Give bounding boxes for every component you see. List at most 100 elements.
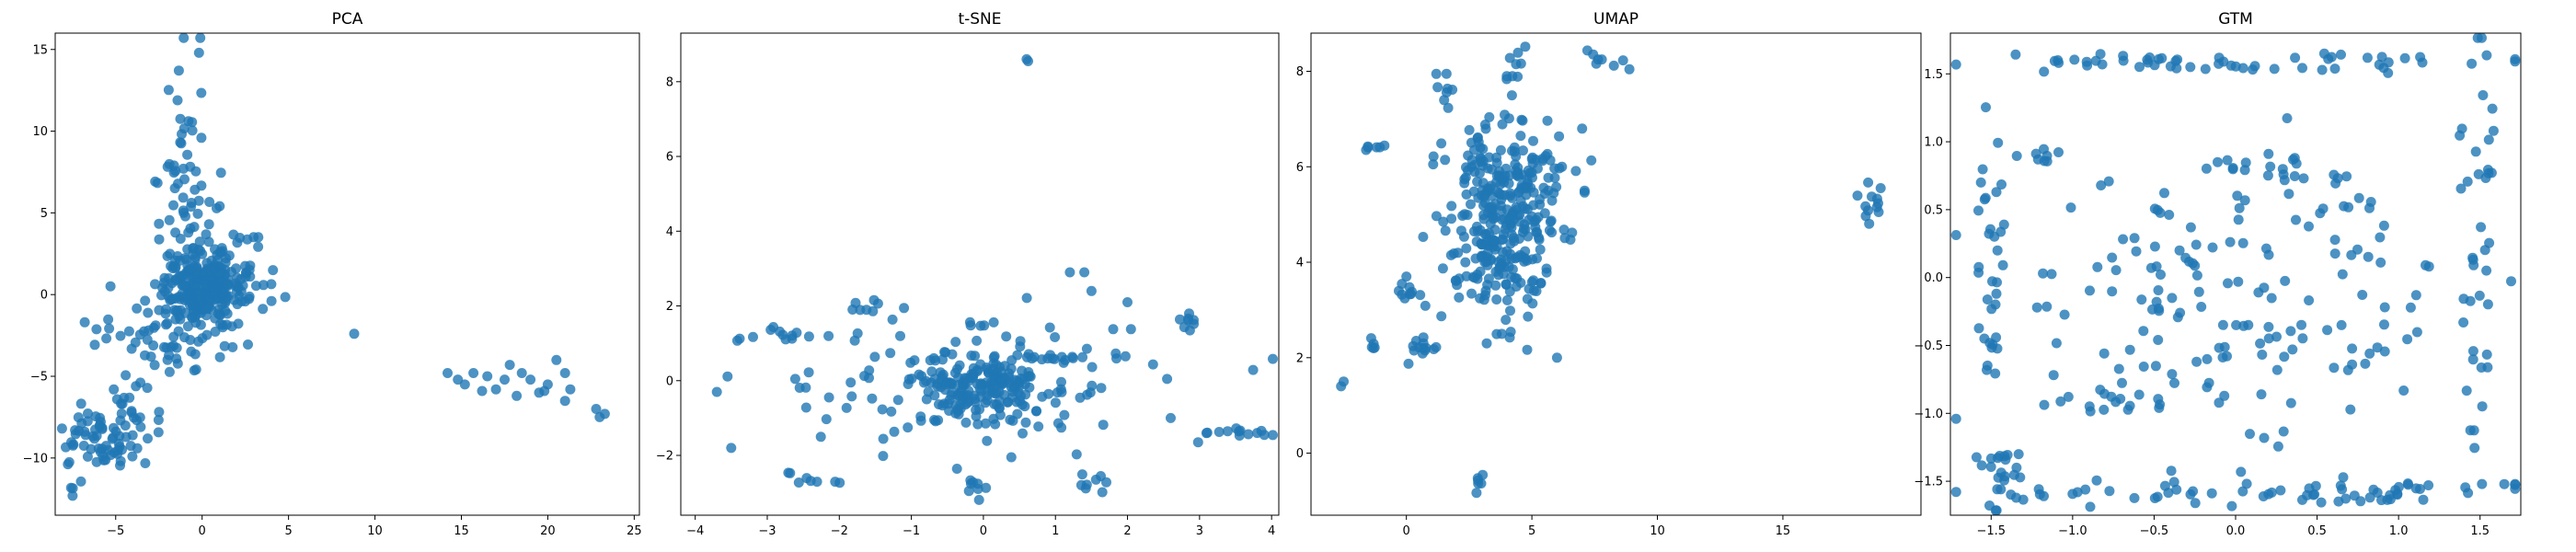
pca-point (109, 384, 120, 395)
tsne-point (1087, 380, 1098, 391)
pca-point (140, 458, 151, 468)
pca-point (82, 451, 93, 462)
gtm-point (2484, 237, 2495, 248)
umap-point (1472, 132, 1483, 144)
pca-point (244, 264, 255, 275)
tsne-point (1213, 427, 1225, 437)
umap-point (1547, 195, 1558, 206)
tsne-point (852, 328, 863, 339)
umap-point (1494, 263, 1504, 274)
tsne-y-tick-label: 4 (666, 225, 673, 239)
gtm-point (2226, 500, 2237, 512)
tsne-point (868, 305, 879, 316)
gtm-point (2296, 319, 2306, 330)
gtm-point (2279, 175, 2290, 186)
gtm-point (2285, 397, 2296, 408)
pca-x-tick-label: 25 (627, 524, 642, 538)
gtm-point (2470, 146, 2481, 157)
gtm-point (2138, 362, 2149, 372)
gtm-point (1990, 299, 2001, 310)
gtm-point (2063, 391, 2074, 402)
tsne-point (1243, 429, 1254, 440)
gtm-point (2480, 173, 2491, 183)
umap-point (1339, 376, 1349, 387)
umap-point (1535, 199, 1546, 210)
gtm-point (2206, 488, 2217, 499)
pca-point (76, 418, 87, 429)
umap-point (1507, 71, 1518, 82)
tsne-point (1122, 297, 1133, 307)
tsne-point (877, 404, 888, 415)
gtm-point (2225, 60, 2237, 71)
gtm-point (2265, 161, 2276, 172)
umap-point (1544, 224, 1555, 236)
gtm-point (2336, 319, 2347, 330)
pca-point (516, 368, 527, 378)
pca-point (132, 303, 143, 314)
gtm-point (2041, 150, 2053, 161)
gtm-point (2134, 62, 2145, 73)
umap-point (1472, 177, 1483, 187)
tsne-point (1096, 383, 1107, 394)
tsne-point (748, 331, 758, 342)
gtm-point (2185, 62, 2196, 73)
umap-point (1431, 341, 1442, 352)
gtm-point (2237, 237, 2248, 248)
pca-point (79, 316, 90, 328)
tsne-point (1086, 285, 1097, 296)
pca-point (504, 360, 515, 371)
gtm-x-tick-label: −0.5 (2140, 524, 2169, 538)
tsne-point (1012, 350, 1023, 361)
tsne-point (1192, 437, 1203, 448)
umap-point (1875, 183, 1886, 193)
gtm-point (2249, 61, 2260, 72)
umap-point (1491, 294, 1502, 305)
umap-point (1860, 211, 1871, 222)
umap-point (1495, 190, 1506, 201)
tsne-x-tick-label: 0 (980, 524, 987, 538)
gtm-point (2337, 484, 2348, 495)
umap-point (1431, 68, 1442, 79)
pca-point (201, 266, 212, 277)
pca-point (214, 351, 225, 362)
pca-point (176, 138, 187, 149)
tsne-point (1006, 392, 1018, 403)
tsne-point (775, 326, 785, 337)
gtm-point (2465, 295, 2476, 306)
gtm-point (2156, 52, 2168, 63)
umap-point (1608, 60, 1619, 71)
umap-point (1440, 155, 1451, 166)
gtm-point (1996, 179, 2007, 190)
gtm-point (2110, 265, 2122, 276)
pca-point (130, 337, 141, 348)
gtm-point (2191, 239, 2202, 250)
umap-point (1457, 211, 1468, 221)
tsne-point (960, 417, 972, 428)
gtm-point (2156, 270, 2166, 280)
pca-point (132, 443, 143, 454)
gtm-point (2124, 344, 2135, 355)
gtm-point (2315, 208, 2326, 219)
tsne-point (711, 386, 722, 397)
gtm-point (2096, 180, 2107, 190)
umap-point (1526, 277, 1537, 287)
tsne-point (800, 402, 811, 413)
umap-point (1501, 315, 1512, 326)
gtm-point (2145, 262, 2156, 273)
gtm-point (2222, 351, 2232, 362)
pca-point (204, 197, 215, 207)
pca-point (160, 308, 171, 319)
gtm-point (2039, 490, 2049, 501)
pca-point (178, 207, 190, 218)
gtm-point (2118, 234, 2129, 245)
gtm-y-tick-label: 1.0 (1924, 136, 1943, 150)
gtm-x-tick-label: 0.5 (2307, 524, 2327, 538)
umap-point (1491, 157, 1502, 168)
gtm-x-tick-label: 1.5 (2470, 524, 2490, 538)
tsne-point (1234, 426, 1245, 437)
gtm-point (2166, 466, 2177, 477)
gtm-point (2104, 486, 2115, 497)
tsne-point (1071, 449, 1082, 460)
pca-point (68, 439, 79, 450)
umap-point (1511, 282, 1522, 292)
